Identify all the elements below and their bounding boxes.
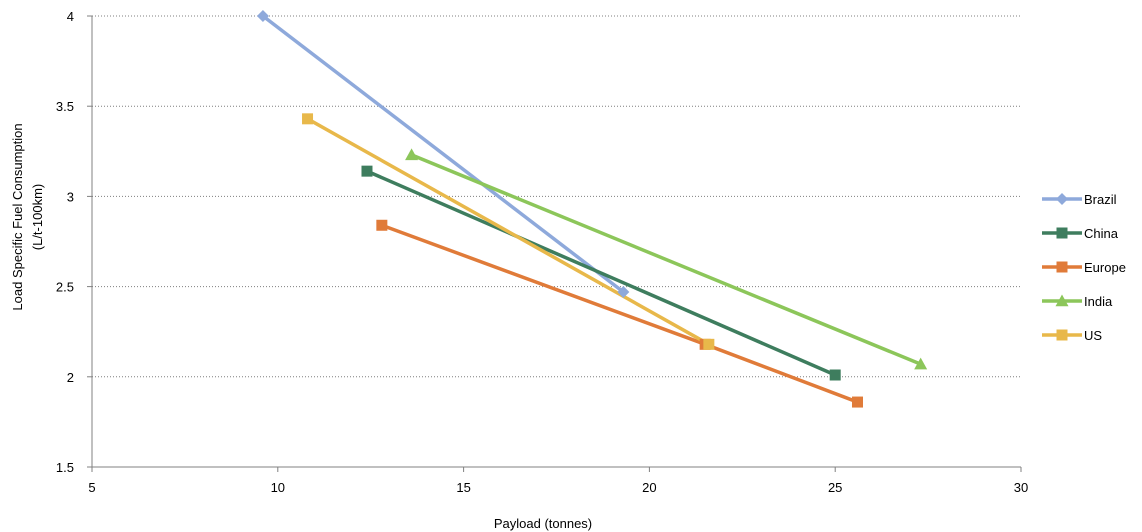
axes [87,15,1022,472]
y-tick-label-5: 4 [67,9,74,24]
data-point-china-0 [361,165,373,177]
y-axis-title-line-2: (L/t-100km) [30,184,45,250]
series-line-india [410,153,922,366]
data-point-india-1 [914,357,928,370]
data-point-brazil-1 [617,286,630,299]
x-tick-label-5: 30 [1014,480,1028,495]
x-tick-label-0: 5 [88,480,95,495]
y-tick-label-1: 2 [67,370,74,385]
legend-marker-brazil [1056,193,1068,205]
legend-marker-china [1056,227,1068,239]
x-tick-label-3: 20 [642,480,656,495]
data-point-us-1 [703,338,715,350]
data-point-china-1 [829,369,841,381]
series-line-brazil [261,14,625,294]
y-tick-label-4: 3.5 [56,99,74,114]
series-markers [256,10,928,408]
series-lines [261,14,922,404]
legend-label-brazil: Brazil [1084,192,1117,207]
legend-label-us: US [1084,328,1102,343]
legend-label-europe: Europe [1084,260,1126,275]
x-axis-title: Payload (tonnes) [494,516,592,531]
x-tick-label-4: 25 [828,480,842,495]
data-point-us-0 [302,113,314,125]
legend: Brazil China Europe India US [1042,192,1126,343]
data-point-india-0 [405,148,419,161]
series-line-us [306,117,710,346]
gridlines [92,15,1021,378]
y-axis-title-line-1: Load Specific Fuel Consumption [10,123,25,310]
y-tick-label-0: 1.5 [56,460,74,475]
legend-marker-us [1056,329,1068,341]
data-point-europe-2 [851,396,863,408]
data-point-brazil-0 [256,10,269,22]
tick-labels: 1.5 2 2.5 3 3.5 4 5 10 15 20 25 30 [56,9,1028,495]
y-tick-label-2: 2.5 [56,280,74,295]
series-line-europe [381,223,859,404]
y-tick-label-3: 3 [67,189,74,204]
legend-marker-europe [1056,261,1068,273]
series-line-china [366,169,836,377]
x-tick-label-2: 15 [456,480,470,495]
x-tick-label-1: 10 [271,480,285,495]
legend-label-india: India [1084,294,1113,309]
legend-marker-india [1055,294,1069,307]
data-point-europe-0 [376,219,388,231]
legend-label-china: China [1084,226,1119,241]
